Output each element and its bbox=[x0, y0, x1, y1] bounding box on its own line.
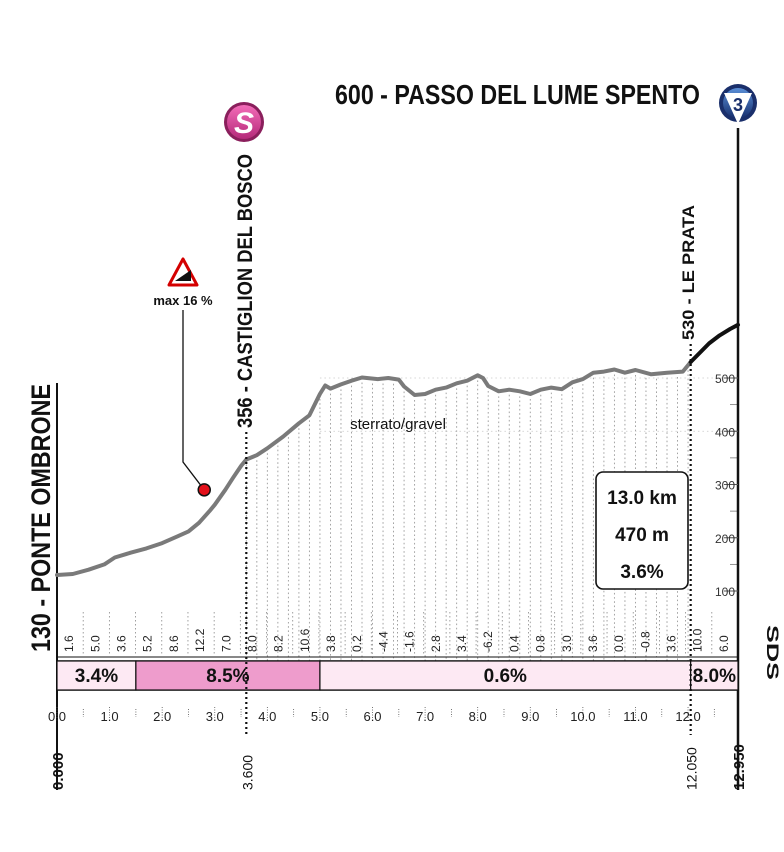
profile-lines bbox=[55, 322, 740, 577]
marker-distance-label: 12.950 bbox=[731, 744, 748, 790]
grade-label: 8.6 bbox=[167, 635, 181, 652]
grade-label: 1.6 bbox=[62, 635, 76, 652]
grade-label: -0.8 bbox=[638, 631, 652, 652]
grade-label: -1.6 bbox=[403, 631, 417, 652]
grade-label: 10.0 bbox=[691, 628, 705, 652]
distance-tick-label: 0.0 bbox=[48, 709, 66, 724]
grade-label: 5.2 bbox=[141, 635, 155, 652]
marker-distance-label: 3.600 bbox=[239, 755, 255, 790]
waypoint-label-le-prata: 530 - LE PRATA bbox=[679, 205, 698, 340]
grade-label: 12.2 bbox=[193, 628, 207, 652]
distance-tick-label: 7.0 bbox=[416, 709, 434, 724]
grade-label: 3.6 bbox=[665, 635, 679, 652]
gradient-segment-label: 0.6% bbox=[484, 666, 527, 687]
marker-distance-label: 0.000 bbox=[50, 752, 67, 790]
distance-tick-label: 9.0 bbox=[521, 709, 539, 724]
grade-label: 8.2 bbox=[272, 635, 286, 652]
elevation-tick-label: 100 bbox=[715, 585, 735, 599]
distance-axis: 0.0 1.0 2.0 3.0 4.0 5.0 6.0 7.0 8.0 9.0 10.0 11.0 12… bbox=[48, 707, 748, 790]
summary-box: 13.0 km 470 m 3.6% bbox=[595, 471, 689, 590]
grade-label: 5.0 bbox=[88, 635, 102, 652]
final-climb-line-series bbox=[688, 322, 740, 364]
distance-tick-label: 11.0 bbox=[623, 709, 647, 724]
max-gradient-label: max 16 % bbox=[153, 293, 213, 308]
max-gradient-leader bbox=[182, 310, 205, 491]
grade-label: 3.6 bbox=[115, 635, 129, 652]
climb-title: 600 - PASSO DEL LUME SPENTO bbox=[335, 79, 700, 110]
grade-labels: 1.6 5.0 3.6 5.2 8.6 12.2 7.0 8.0 8.2 10.6 3.8 0.2 -4… bbox=[57, 612, 738, 658]
grade-label: 0.2 bbox=[350, 635, 364, 652]
waypoint-markers bbox=[182, 310, 692, 735]
grade-label: 0.0 bbox=[612, 635, 626, 652]
summary-distance: 13.0 km bbox=[607, 488, 677, 509]
gradient-segment-label: 3.4% bbox=[75, 666, 118, 687]
distance-tick-label: 8.0 bbox=[469, 709, 487, 724]
summary-avg-gradient: 3.6% bbox=[620, 562, 663, 583]
sprint-badge: S bbox=[224, 102, 264, 142]
summary-elevation-gain: 470 m bbox=[615, 525, 669, 546]
category-badge: 3 bbox=[719, 84, 757, 124]
distance-tick-label: 4.0 bbox=[258, 709, 276, 724]
distance-tick-label: 5.0 bbox=[311, 709, 329, 724]
grade-label: 8.0 bbox=[245, 635, 259, 652]
distance-tick-label: 3.0 bbox=[206, 709, 224, 724]
elevation-tick-label: 300 bbox=[715, 479, 735, 493]
gradient-segment bbox=[135, 660, 321, 691]
max-gradient-point bbox=[197, 483, 211, 497]
waypoint-label-castiglion: 356 - CASTIGLION DEL BOSCO bbox=[234, 154, 257, 428]
grade-label: 7.0 bbox=[219, 635, 233, 652]
category-badge-number: 3 bbox=[733, 95, 743, 115]
grade-label: -6.2 bbox=[481, 631, 495, 652]
grade-label: 10.6 bbox=[298, 628, 312, 652]
grade-label: 3.4 bbox=[455, 635, 469, 652]
elevation-tick-label: 200 bbox=[715, 532, 735, 546]
gradient-segments: 3.4% 8.5% 0.6% 8.0% bbox=[56, 660, 739, 691]
grade-label: 3.0 bbox=[560, 635, 574, 652]
marker-distance-label: 12.050 bbox=[684, 747, 700, 790]
grade-label: 2.8 bbox=[429, 635, 443, 652]
grade-label: -4.4 bbox=[376, 631, 390, 652]
grade-label: 0.4 bbox=[507, 635, 521, 652]
grade-label: 3.8 bbox=[324, 635, 338, 652]
gradient-segment-label: 8.0% bbox=[693, 666, 736, 687]
surface-annotation: sterrato/gravel bbox=[350, 416, 446, 433]
steep-warning-icon bbox=[167, 257, 199, 287]
grade-label: 0.8 bbox=[534, 635, 548, 652]
distance-tick-label: 2.0 bbox=[153, 709, 171, 724]
start-label: 130 - PONTE OMBRONE bbox=[26, 384, 56, 652]
sds-label: SDS bbox=[763, 625, 782, 680]
elevation-tick-label: 500 bbox=[715, 372, 735, 386]
gradient-segment bbox=[319, 660, 692, 691]
gradient-segment bbox=[690, 660, 739, 691]
distance-tick-label: 1.0 bbox=[101, 709, 119, 724]
gradient-segment-label: 8.5% bbox=[206, 666, 249, 687]
sprint-badge-letter: S bbox=[234, 107, 254, 140]
grade-label: 3.6 bbox=[586, 635, 600, 652]
distance-tick-label: 10.0 bbox=[570, 709, 595, 724]
profile-line-series bbox=[55, 360, 693, 577]
profile-background bbox=[57, 324, 738, 661]
profile-area bbox=[57, 324, 738, 661]
distance-tick-label: 12.0 bbox=[675, 709, 700, 724]
distance-tick-label: 6.0 bbox=[363, 709, 381, 724]
grade-label: 6.0 bbox=[717, 635, 731, 652]
elevation-tick-label: 400 bbox=[715, 425, 735, 439]
